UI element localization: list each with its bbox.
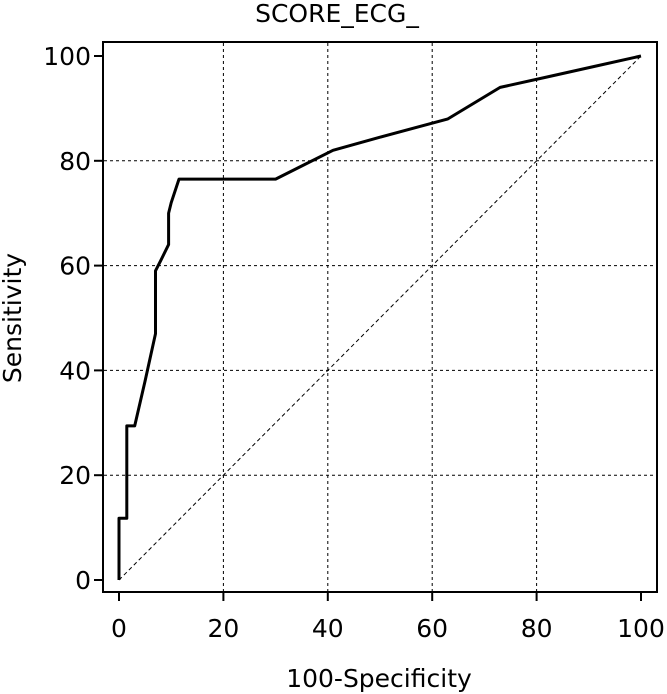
x-tick-label: 20 — [207, 614, 239, 643]
grid-layer — [104, 43, 656, 591]
reference-diagonal-line — [118, 55, 642, 581]
x-tick-label: 80 — [521, 614, 553, 643]
chart-title: SCORE_ECG_ — [255, 0, 419, 28]
y-tick-label: 40 — [59, 356, 91, 385]
tick-layer: 0 20 40 60 80 100 0 20 40 60 80 100 — [43, 42, 665, 643]
y-tick-label: 80 — [59, 147, 91, 176]
x-tick-label: 0 — [111, 614, 127, 643]
x-tick-label: 60 — [416, 614, 448, 643]
x-tick-label: 100 — [617, 614, 665, 643]
y-axis-label: Sensitivity — [0, 253, 27, 383]
x-axis-label: 100-Specificity — [286, 664, 472, 693]
y-tick-label: 100 — [43, 42, 91, 71]
y-tick-label: 60 — [59, 252, 91, 281]
y-tick-label: 0 — [75, 566, 91, 595]
x-tick-label: 40 — [312, 614, 344, 643]
y-tick-label: 20 — [59, 461, 91, 490]
plot-frame — [102, 41, 658, 593]
roc-curve-line — [117, 54, 642, 580]
